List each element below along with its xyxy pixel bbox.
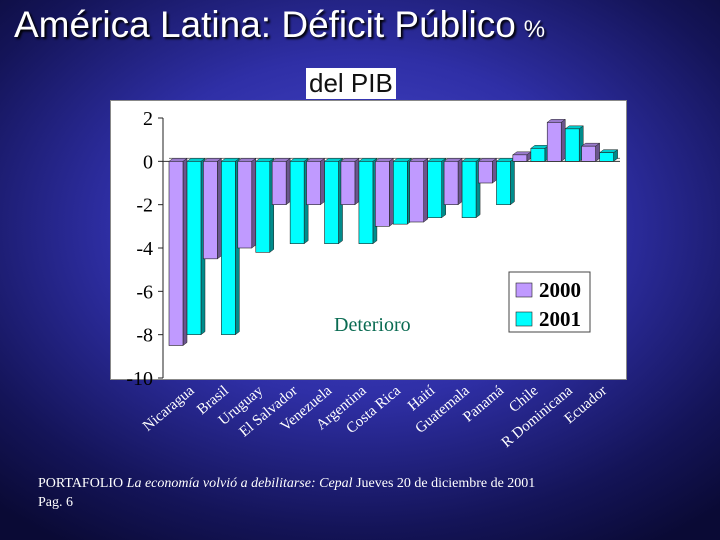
legend-swatch-2001 [515, 311, 533, 327]
legend-label-2000: 2000 [539, 278, 581, 302]
bar-2001-chile [530, 148, 546, 162]
page-title: América Latina: Déficit Público% [14, 4, 545, 46]
y-tick-label: -4 [136, 238, 153, 260]
bar-2000-uruguay [237, 161, 253, 249]
source-article: La economía volvió a debilitarse: Cepal [126, 476, 353, 491]
bar-2000-chile [512, 154, 528, 162]
source-date: Jueves 20 de diciembre de 2001 [356, 476, 536, 491]
bar-side [320, 157, 325, 206]
bar-side [217, 157, 222, 260]
bar-side [560, 118, 566, 162]
bar-side [285, 157, 291, 206]
bar-2000-ecuador [581, 145, 596, 162]
bar-side [354, 157, 360, 206]
y-tick-label: -10 [126, 368, 153, 390]
bar-side [423, 157, 428, 223]
bar-side [182, 157, 188, 346]
bar-side [457, 157, 463, 206]
bar-2001-costa-rica [393, 161, 408, 225]
bar-2000-argentina [340, 161, 356, 205]
bar-2000-panam- [478, 161, 493, 184]
bar-2000-guatemala [443, 161, 459, 205]
bar-2000-hait- [409, 161, 424, 223]
source-citation: PORTAFOLIO La economía volvió a debilita… [38, 474, 678, 512]
y-tick-label: 0 [143, 151, 153, 173]
bar-2000-costa-rica [375, 161, 390, 227]
bar-2000-r-dominicana [546, 122, 562, 162]
bar-2001-r-dominicana [564, 128, 580, 162]
chart-subtitle: del PIB [306, 68, 396, 99]
bar-2001-guatemala [461, 161, 477, 218]
source-outlet: PORTAFOLIO [38, 476, 124, 491]
bar-2001-uruguay [255, 161, 271, 253]
legend-label-2001: 2001 [539, 307, 581, 331]
source-page: Pag. 6 [38, 495, 73, 510]
bar-2000-brasil [203, 161, 218, 260]
bar-2000-nicaragua [168, 161, 184, 346]
title-suffix: % [523, 16, 546, 43]
bar-side [251, 157, 257, 249]
bar-2000-el-salvador [271, 161, 287, 205]
bar-2001-el-salvador [289, 161, 305, 244]
y-tick-label: 2 [143, 108, 153, 130]
bar-side [389, 157, 394, 227]
title-text: América Latina: Déficit Público [14, 4, 516, 45]
bar-2001-ecuador [599, 152, 614, 162]
y-tick-label: -2 [136, 195, 153, 217]
y-tick-label: -6 [136, 281, 153, 303]
bar-2001-brasil [221, 161, 236, 335]
legend-swatch-2000 [515, 282, 533, 298]
x-tick-label: Nicaragua [140, 383, 198, 435]
bar-2001-panam- [496, 161, 511, 205]
bar-2001-venezuela [324, 161, 339, 244]
bar-2001-hait- [427, 161, 442, 218]
bar-2001-nicaragua [186, 161, 202, 335]
y-tick-label: -8 [136, 325, 153, 347]
bar-2001-argentina [358, 161, 374, 244]
bar-side [492, 157, 497, 184]
bar-side [510, 157, 515, 206]
annotation-deterioro: Deterioro [334, 314, 411, 336]
bar-2000-venezuela [306, 161, 321, 205]
